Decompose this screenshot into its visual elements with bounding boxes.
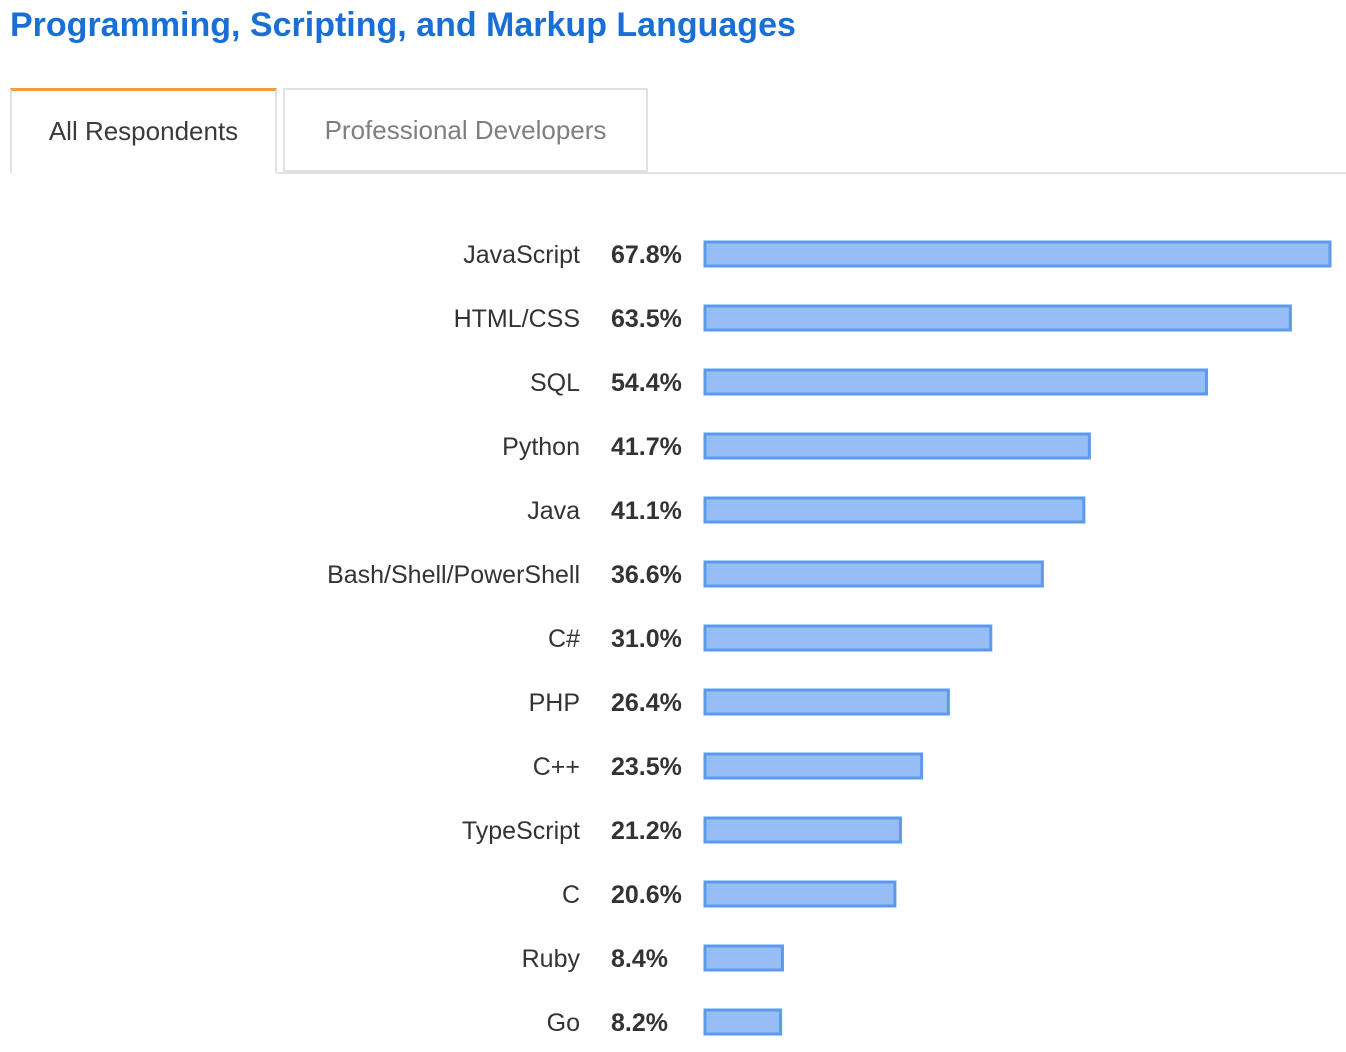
value-label: 21.2% xyxy=(611,817,682,845)
category-label: C# xyxy=(548,625,580,653)
bar-c xyxy=(703,752,924,780)
bar-python xyxy=(703,432,1091,460)
value-label: 63.5% xyxy=(611,305,682,333)
category-label: Python xyxy=(502,433,580,461)
value-label: 23.5% xyxy=(611,753,682,781)
bar-c xyxy=(703,624,993,652)
bar-java xyxy=(703,496,1086,524)
tab-professional-developers[interactable]: Professional Developers xyxy=(283,88,648,172)
bar-typescript xyxy=(703,816,902,844)
value-label: 67.8% xyxy=(611,241,682,269)
tab-bar: All Respondents Professional Developers xyxy=(10,88,1346,174)
category-label: HTML/CSS xyxy=(454,305,580,333)
tab-bar-divider xyxy=(10,172,1346,174)
category-label: Java xyxy=(527,497,580,525)
bar-bash-shell-powershell xyxy=(703,560,1044,588)
tab-all-respondents[interactable]: All Respondents xyxy=(10,88,277,174)
value-label: 26.4% xyxy=(611,689,682,717)
category-label: TypeScript xyxy=(462,817,580,845)
bar-ruby xyxy=(703,944,784,972)
value-label: 8.2% xyxy=(611,1009,668,1037)
bar-sql xyxy=(703,368,1208,396)
category-label: Go xyxy=(547,1009,580,1037)
value-label: 41.1% xyxy=(611,497,682,525)
bar-c xyxy=(703,880,897,908)
bar-html-css xyxy=(703,304,1292,332)
bar-chart: JavaScript 67.8% HTML/CSS 63.5% SQL 54.4% Pyth… xyxy=(327,240,1332,1037)
bar-php xyxy=(703,688,950,716)
category-label: JavaScript xyxy=(463,241,580,269)
value-label: 54.4% xyxy=(611,369,682,397)
page-title: Programming, Scripting, and Markup Langu… xyxy=(10,6,796,44)
value-label: 8.4% xyxy=(611,945,668,973)
category-label: SQL xyxy=(530,369,580,397)
category-label: Ruby xyxy=(522,945,581,973)
category-label: PHP xyxy=(529,689,580,717)
value-label: 36.6% xyxy=(611,561,682,589)
value-label: 20.6% xyxy=(611,881,682,909)
value-label: 31.0% xyxy=(611,625,682,653)
category-label: C++ xyxy=(533,753,580,781)
bar-go xyxy=(703,1008,783,1036)
category-label: C xyxy=(562,881,580,909)
bar-javascript xyxy=(703,240,1332,268)
category-label: Bash/Shell/PowerShell xyxy=(327,561,580,589)
value-label: 41.7% xyxy=(611,433,682,461)
